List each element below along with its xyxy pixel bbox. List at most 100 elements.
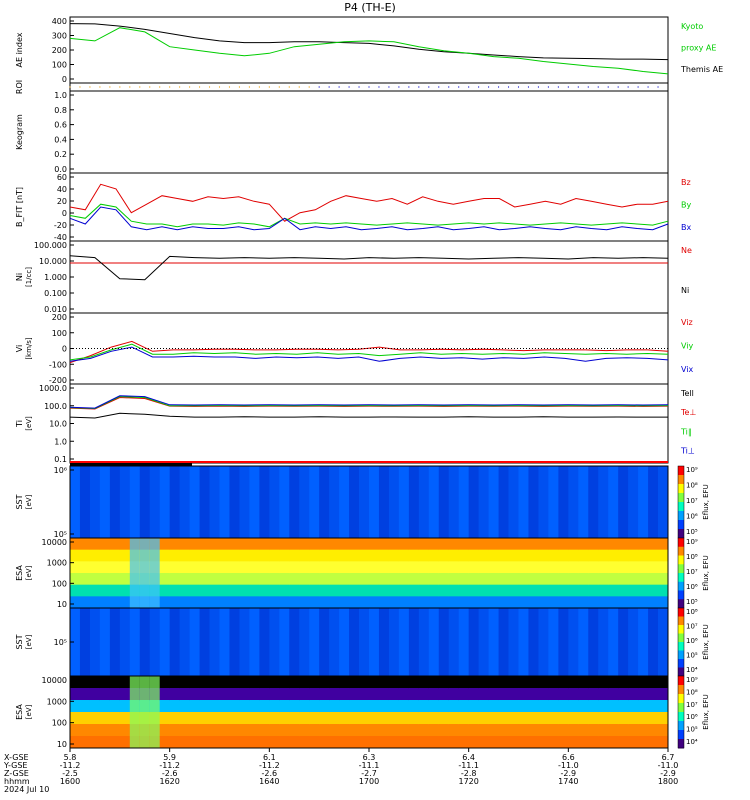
spectrogram-cell [219,561,230,574]
spectrogram-cell [70,712,81,725]
spectrogram-cell [448,724,460,737]
spectrogram-cell [359,700,370,713]
spectrogram-cell [548,724,559,737]
spectrogram-cell [249,736,260,749]
spectrogram-cell [608,596,619,609]
spectrogram-cell [339,608,350,676]
spectrogram-cell [658,676,669,689]
spectrogram-cell [349,538,360,551]
roi-dot [278,86,280,88]
spectrogram-cell [578,538,589,551]
spectrogram-cell [398,608,410,676]
colorbar-swatch [678,555,684,565]
spectrogram-cell [259,538,270,551]
y-tick-label: 60 [57,173,67,182]
spectrogram-cell [618,561,629,574]
spectrogram-cell [79,700,91,713]
spectrogram-cell [458,676,470,689]
spectrogram-cell [558,573,569,586]
roi-dot [258,86,260,88]
colorbar: 10⁹ 10⁸ 10⁷ 10⁶ 10⁵ Eflux, EFU [677,537,710,609]
spectrogram-cell [329,676,340,689]
roi-dot [507,86,510,88]
spectrogram-cell [199,466,211,538]
spectrogram-cell [259,549,270,562]
spectrogram-cell [378,712,390,725]
spectrogram-cell [388,549,400,562]
colorbar-tick-label: 10⁵ [686,652,698,660]
spectrogram-cell [548,676,559,689]
spectrogram-cell [638,712,649,725]
spectrogram-cell [169,724,181,737]
spectrogram-cell [289,561,300,574]
spectrogram-cell [508,596,519,609]
spectrogram-cell [398,549,410,562]
roi-dot [179,86,181,88]
y-tick-label: 0 [62,345,67,354]
spectrogram-cell [618,573,629,586]
spectrogram-cell [528,676,539,689]
x-tick-label: 1740 [558,777,578,786]
spectrogram-cell [458,538,470,551]
colorbar-swatch [678,685,684,695]
spectrogram-cell [219,724,230,737]
spectrogram-cell [369,700,380,713]
y-tick-label: 1.0 [54,437,67,446]
spectrogram-cell [538,712,549,725]
spectrogram-cell [538,596,549,609]
spectrogram-cell [458,712,470,725]
spectrogram-cell [99,700,111,713]
spectrogram-cell [289,724,300,737]
spectrogram-cell [498,608,510,676]
spectrogram-cell [189,724,201,737]
spectrogram-cell [548,700,559,713]
y-tick-label: 0.8 [54,106,67,115]
spectrogram-cell [369,573,380,586]
colorbar-tick-label: 10⁶ [686,583,698,591]
spectrogram-cell [369,712,380,725]
spectrogram-cell [249,724,260,737]
x-axis-row-label: Z-GSE [4,769,29,778]
spectrogram-cell [209,466,220,538]
spectrogram-cell [99,538,111,551]
spectrogram-cell [159,573,171,586]
spectrogram-cell [79,676,91,689]
spectrogram-cell [508,538,519,551]
spectrogram-cell [169,538,181,551]
roi-dot [328,86,330,88]
spectrogram-cell [79,712,91,725]
spectrogram-cell [608,608,619,676]
spectrogram-cell [259,676,270,689]
spectrogram-cell [438,596,450,609]
roi-dot [617,86,619,88]
spectrogram-cell [398,538,410,551]
spectrogram-cell [179,676,191,689]
roi-dot [607,86,609,88]
spectrogram-cell [588,466,599,538]
spectrogram-cell [388,561,400,574]
y-tick-label: 1000 [47,697,67,706]
colorbar-swatch [678,694,684,704]
spectrogram-cell [488,561,500,574]
spectrogram-cell [478,608,490,676]
roi-dot [228,86,231,88]
spectrogram-cell [568,676,579,689]
spectrogram-cell [299,538,310,551]
spectrogram-cell [89,724,101,737]
spectrogram-cell [359,608,370,676]
spectrogram-cell [608,736,619,749]
roi-dot [318,86,320,88]
spectrogram-cell [229,573,240,586]
spectrogram-cell [538,608,549,676]
spectrogram-cell [149,538,161,608]
spectrogram-cell [369,549,380,562]
spectrogram-cell [578,573,589,586]
spectrogram-cell [558,712,569,725]
spectrogram-cell [598,561,609,574]
colorbar-swatch [678,546,684,556]
roi-dot [298,86,300,88]
colorbar-tick-label: 10⁶ [686,637,698,645]
y-tick-label: 200 [52,46,67,55]
spectrogram-cell [209,584,220,597]
legend-entry: Ni [681,286,689,295]
